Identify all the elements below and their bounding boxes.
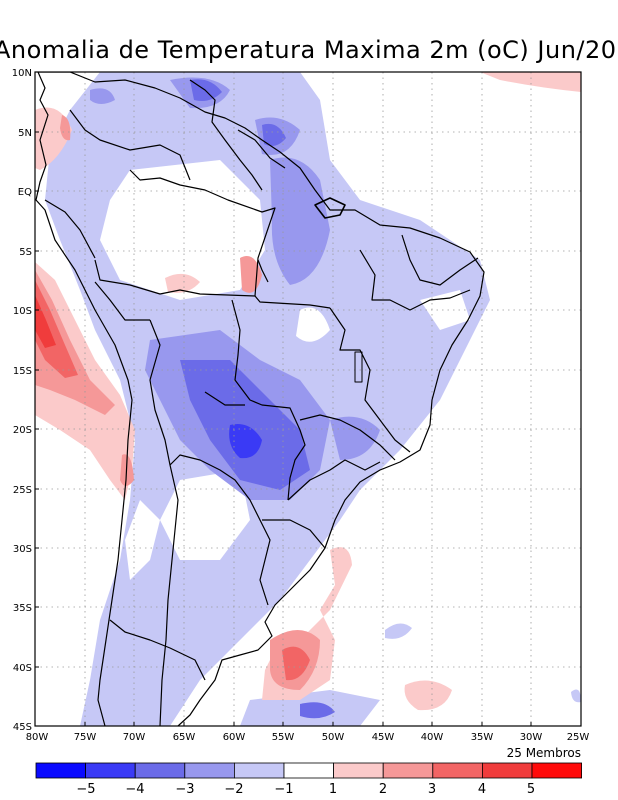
lon-label: 70W xyxy=(123,732,146,743)
colorbar-swatch xyxy=(481,762,533,779)
lon-label: 75W xyxy=(74,732,97,743)
lat-label: 15S xyxy=(13,366,32,377)
lon-labels: 80W 75W 70W 65W 60W 55W 50W 45W 40W 35W … xyxy=(26,732,590,743)
lat-label: 5S xyxy=(19,247,32,258)
colorbar-swatch xyxy=(382,762,434,779)
graticule xyxy=(35,72,581,726)
colorbar-label: 3 xyxy=(428,782,436,797)
colorbar xyxy=(35,762,582,779)
lat-label: 25S xyxy=(13,485,32,496)
colorbar-swatch xyxy=(184,762,235,779)
lat-label: 20S xyxy=(13,425,32,436)
colorbar-swatch xyxy=(432,762,483,779)
colorbar-swatch xyxy=(85,762,136,779)
colorbar-labels: −5 −4 −3 −2 −1 1 2 3 4 5 xyxy=(76,782,535,797)
map-frame xyxy=(34,71,582,727)
lon-label: 35W xyxy=(471,732,494,743)
anomaly-fill xyxy=(35,72,581,726)
lat-label: 30S xyxy=(13,544,32,555)
lat-label: 10S xyxy=(13,306,32,317)
lon-label: 25W xyxy=(567,732,590,743)
lat-label: 35S xyxy=(13,603,32,614)
lon-label: 60W xyxy=(223,732,246,743)
colorbar-label: 4 xyxy=(478,782,486,797)
colorbar-label: 2 xyxy=(379,782,387,797)
colorbar-label: −4 xyxy=(125,782,144,797)
colorbar-label: −2 xyxy=(224,782,243,797)
lon-label: 45W xyxy=(372,732,395,743)
lat-label: 40S xyxy=(13,663,32,674)
lon-label: 65W xyxy=(173,732,196,743)
lat-label: 5N xyxy=(18,128,32,139)
lat-label: EQ xyxy=(18,187,32,198)
lon-label: 50W xyxy=(322,732,345,743)
coastlines-borders xyxy=(35,72,485,726)
lon-label: 30W xyxy=(520,732,543,743)
colorbar-label: 1 xyxy=(329,782,337,797)
colorbar-swatch xyxy=(333,762,384,779)
colorbar-swatch xyxy=(134,762,186,779)
colorbar-label: −5 xyxy=(76,782,95,797)
colorbar-label: 5 xyxy=(527,782,535,797)
lon-label: 80W xyxy=(26,732,49,743)
lon-label: 40W xyxy=(421,732,444,743)
lat-label: 45S xyxy=(13,722,32,733)
colorbar-swatch xyxy=(531,762,582,779)
tick-marks xyxy=(34,71,582,727)
lon-label: 55W xyxy=(272,732,295,743)
colorbar-swatch xyxy=(233,762,285,779)
lat-label: 10N xyxy=(12,68,32,79)
members-note: 25 Membros xyxy=(507,746,581,760)
colorbar-swatch xyxy=(35,762,86,779)
colorbar-label: −1 xyxy=(274,782,293,797)
map-title: Anomalia de Temperatura Maxima 2m (oC) J… xyxy=(0,36,618,64)
colorbar-swatch xyxy=(283,762,334,779)
colorbar-label: −3 xyxy=(175,782,194,797)
lat-labels: 10N 5N EQ 5S 10S 15S 20S 25S 30S 35S 40S… xyxy=(12,68,32,733)
